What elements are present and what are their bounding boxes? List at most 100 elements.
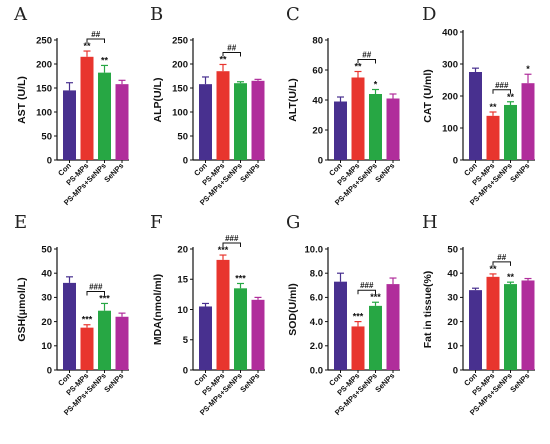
comparison-bracket [492,89,511,94]
bar-ps-mps [80,56,94,160]
bar-ps-mps [351,326,365,370]
significance-stars: *** [99,293,110,303]
x-tick-label: SeNPs [373,371,396,394]
significance-stars: ** [83,41,91,51]
y-tick-label: 200 [36,59,52,70]
panel-letter: G [286,212,300,233]
bracket-label: ## [362,51,371,60]
bracket-label: ### [360,281,374,290]
y-tick-label: 50 [41,244,52,255]
significance-stars: *** [218,245,229,255]
y-tick-label: 20 [447,317,458,328]
y-tick-label: 200 [442,91,458,102]
panel-c: CALT(U/L)020406080Con**PS-MPs*PS-MPs+SeN… [286,4,400,207]
bar-ps-mps-senps [504,104,517,160]
y-tick-label: 60 [312,65,323,76]
significance-stars: *** [235,273,246,283]
panel-f: FMDA(nmol/ml)05101520Con***PS-MPs***PS-M… [150,212,265,417]
y-tick-label: 80 [312,35,323,46]
bracket-label: ## [497,253,506,262]
comparison-bracket [86,290,105,296]
y-tick-label: 250 [36,35,52,46]
panel-letter: C [286,4,300,25]
y-tick-label: 50 [177,131,188,142]
y-tick-label: 40 [447,269,458,280]
y-axis-label: MDA(nmol/ml) [152,274,164,345]
y-tick-label: 400 [442,27,458,38]
comparison-bracket [492,261,511,266]
y-tick-label: 0 [453,155,458,166]
bar-con [63,282,76,370]
bar-con [469,72,482,160]
y-axis-label: CAT (U/ml) [422,69,434,122]
x-tick-label: SeNPs [102,371,125,394]
y-tick-label: 40 [41,269,52,280]
y-tick-label: 150 [172,83,188,94]
y-axis-label: AST (U/L) [16,76,28,124]
bar-senps [115,316,129,370]
significance-stars: *** [370,292,381,302]
bar-con [199,306,212,370]
bar-ps-mps-senps [98,72,111,160]
y-tick-label: 200 [172,59,188,70]
y-tick-label: 30 [447,293,458,304]
y-tick-label: 6.0 [310,293,323,304]
y-tick-label: 2.0 [310,341,323,352]
y-axis-label: ALT(U/L) [287,78,299,122]
y-tick-label: 0 [318,155,323,166]
y-axis-label: ALP(U/L) [152,78,164,123]
y-tick-label: 100 [36,107,52,118]
significance-stars: *** [82,315,93,325]
y-tick-label: 0.0 [310,365,323,376]
y-tick-label: 150 [36,83,52,94]
bar-ps-mps-senps [504,284,517,370]
bar-con [63,90,76,160]
bar-ps-mps [486,276,500,370]
bar-con [199,84,212,160]
bar-ps-mps [216,259,230,370]
y-tick-label: 10.0 [305,244,324,255]
bar-con [334,281,347,370]
y-tick-label: 10 [41,341,52,352]
y-tick-label: 100 [442,123,458,134]
y-tick-label: 0 [47,155,52,166]
panel-letter: B [150,4,163,25]
bracket-label: ### [225,234,239,243]
y-axis-label: SOD(U/ml) [287,283,299,336]
significance-stars: ** [489,264,497,274]
x-tick-label: SeNPs [238,161,261,184]
y-tick-label: 0 [453,365,458,376]
significance-stars: ** [489,102,497,112]
bar-con [469,290,482,370]
x-tick-label: SeNPs [373,161,396,184]
y-tick-label: 50 [41,131,52,142]
bar-ps-mps [216,71,230,160]
bar-ps-mps-senps [234,83,247,160]
panel-letter: D [422,4,436,25]
panel-letter: A [13,4,28,25]
bar-con [334,101,347,160]
y-tick-label: 20 [41,317,52,328]
y-tick-label: 0 [183,155,188,166]
y-tick-label: 250 [172,35,188,46]
bar-senps [115,84,129,160]
y-tick-label: 8.0 [310,269,323,280]
y-tick-label: 300 [442,59,458,70]
panel-g: GSOD(U/ml)0.02.04.06.08.010.0Con***PS-MP… [286,212,400,417]
bar-ps-mps [80,327,94,370]
significance-stars: ** [219,54,227,64]
y-axis-label: GSH(μmol/L) [16,277,28,341]
y-tick-label: 4.0 [310,317,323,328]
bracket-label: ### [495,81,509,90]
bar-ps-mps-senps [98,310,111,370]
bar-senps [251,299,265,370]
y-tick-label: 15 [177,275,188,286]
comparison-bracket [222,51,241,57]
y-tick-label: 100 [172,107,188,118]
y-tick-label: 0 [183,365,188,376]
significance-stars: *** [353,312,364,322]
x-tick-label: SeNPs [508,371,531,394]
y-tick-label: 40 [312,95,323,106]
panel-e: EGSH(μmol/L)01020304050Con***PS-MPs***PS… [14,212,129,417]
